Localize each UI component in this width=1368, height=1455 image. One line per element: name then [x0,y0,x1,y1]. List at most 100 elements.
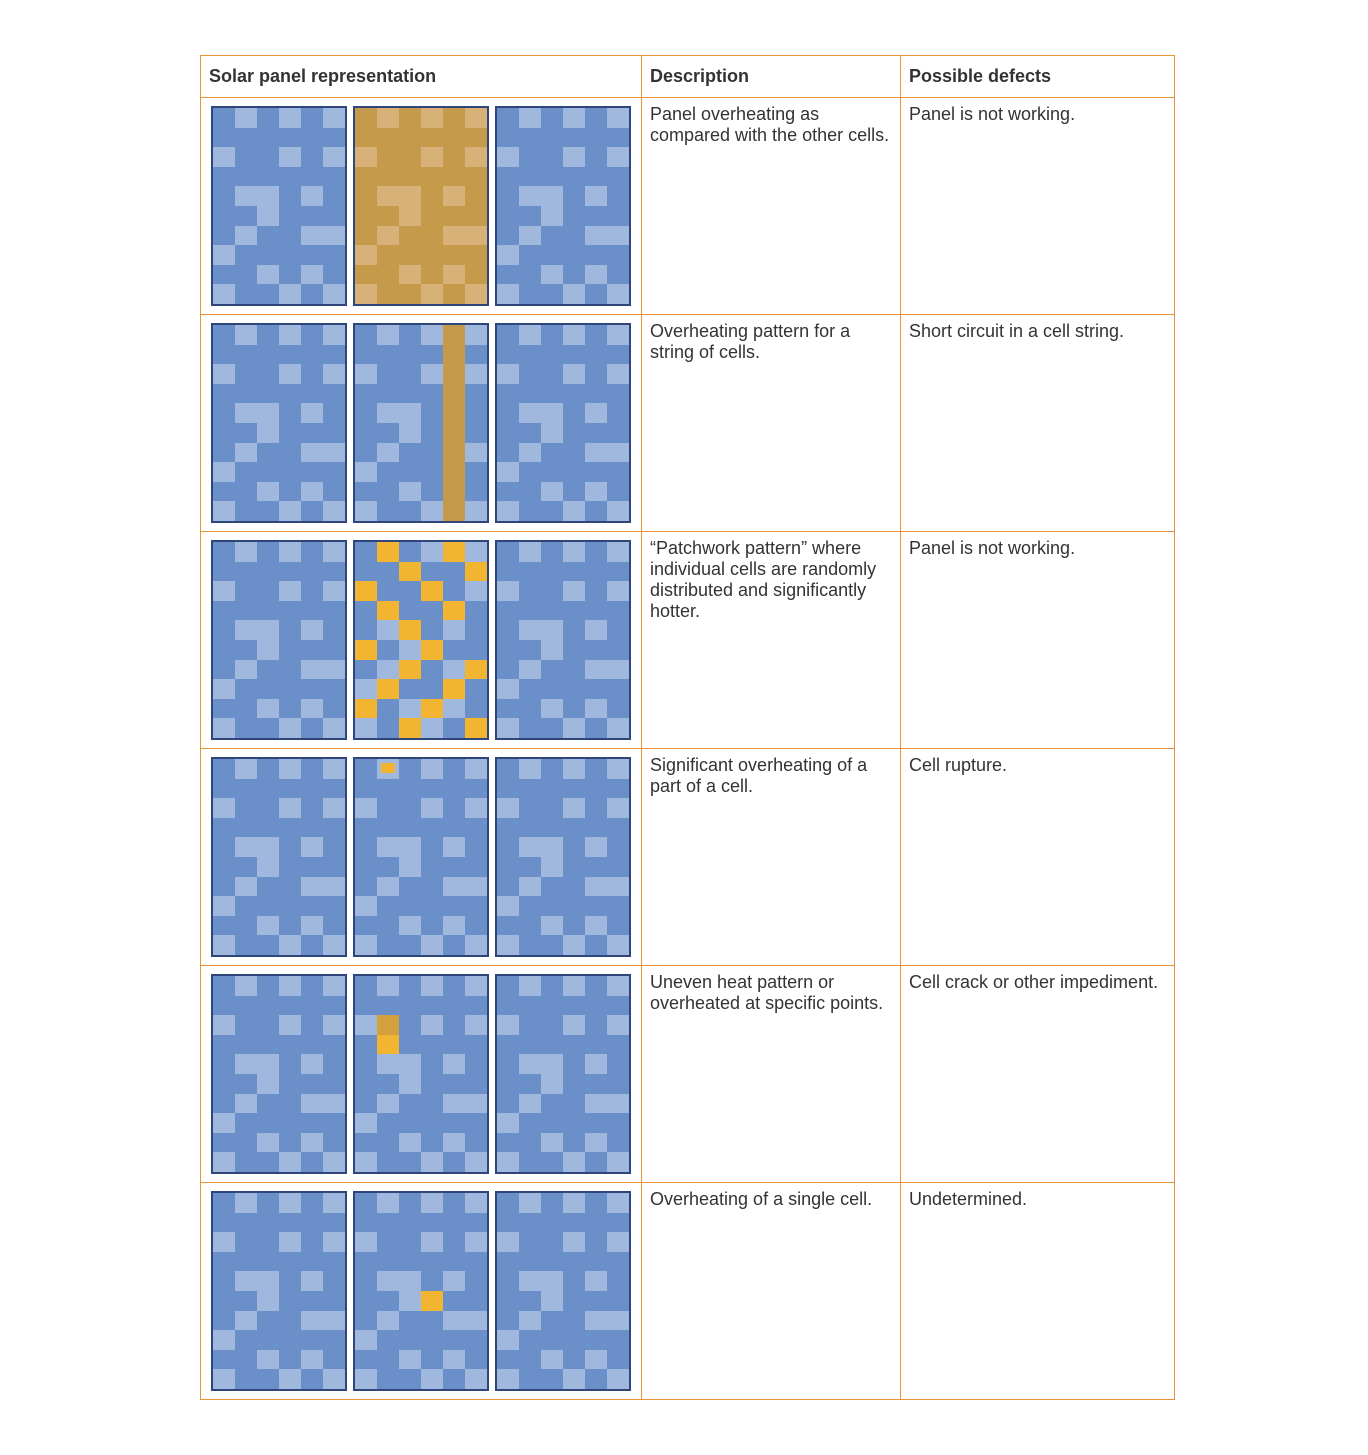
cell [235,916,257,936]
cell [497,1330,519,1350]
solar-panel [353,323,489,523]
cell [213,265,235,285]
cell [355,245,377,265]
cell [323,660,345,680]
cell [585,1133,607,1153]
cell [519,660,541,680]
cell [377,562,399,582]
cell [235,976,257,996]
cell [323,601,345,621]
cell [377,1152,399,1172]
cell [497,601,519,621]
cell [443,877,465,897]
cell [235,245,257,265]
cell [465,1350,487,1370]
cell [497,620,519,640]
cell [355,818,377,838]
cell [213,896,235,916]
cell [257,482,279,502]
cell [323,206,345,226]
cell [497,443,519,463]
cell [465,462,487,482]
cell [279,798,301,818]
cell [585,996,607,1016]
cell [257,1035,279,1055]
cell [323,562,345,582]
cell [541,1311,563,1331]
cell [421,1074,443,1094]
cell [257,976,279,996]
cell [399,976,421,996]
cell [279,935,301,955]
cell [519,896,541,916]
cell [465,384,487,404]
cell [235,640,257,660]
cell [377,345,399,365]
cell [607,542,629,562]
cell [519,562,541,582]
cell [497,896,519,916]
cell [235,1252,257,1272]
cell [279,128,301,148]
cell [607,916,629,936]
cell [563,1350,585,1370]
cell [465,482,487,502]
cell [541,226,563,246]
cell [585,679,607,699]
cell [421,562,443,582]
cell [465,245,487,265]
cell [585,699,607,719]
cell [465,128,487,148]
cell [213,1271,235,1291]
cell [323,384,345,404]
cell [421,798,443,818]
cell [377,640,399,660]
cell [443,501,465,521]
cell [399,1193,421,1213]
cell [235,167,257,187]
cell [235,699,257,719]
cell [235,284,257,304]
cell [377,620,399,640]
cell [399,699,421,719]
hot-partial-cell [381,763,394,773]
cell [497,482,519,502]
cell [355,996,377,1016]
cell [563,443,585,463]
cell [585,1369,607,1389]
cell [377,699,399,719]
cell [585,779,607,799]
cell [421,206,443,226]
cell [323,818,345,838]
cell [585,640,607,660]
cell [213,1015,235,1035]
cell [585,935,607,955]
cell [301,1152,323,1172]
cell [465,1232,487,1252]
cell [355,759,377,779]
cell [323,284,345,304]
cell [541,128,563,148]
cell [355,1291,377,1311]
cell [465,364,487,384]
cell [497,1193,519,1213]
cell [235,679,257,699]
cell [465,167,487,187]
cell [377,245,399,265]
cell [607,167,629,187]
table-row: Panel overheating as compared with the o… [201,98,1175,315]
solar-panel [495,540,631,740]
cell [279,1311,301,1331]
cell [377,1369,399,1389]
cell [585,896,607,916]
cell [421,779,443,799]
cell [213,857,235,877]
cell [213,562,235,582]
cell [213,186,235,206]
cell [355,976,377,996]
cell [377,1015,399,1035]
cell [355,1271,377,1291]
cell [607,1252,629,1272]
cell [235,147,257,167]
cell [563,1252,585,1272]
